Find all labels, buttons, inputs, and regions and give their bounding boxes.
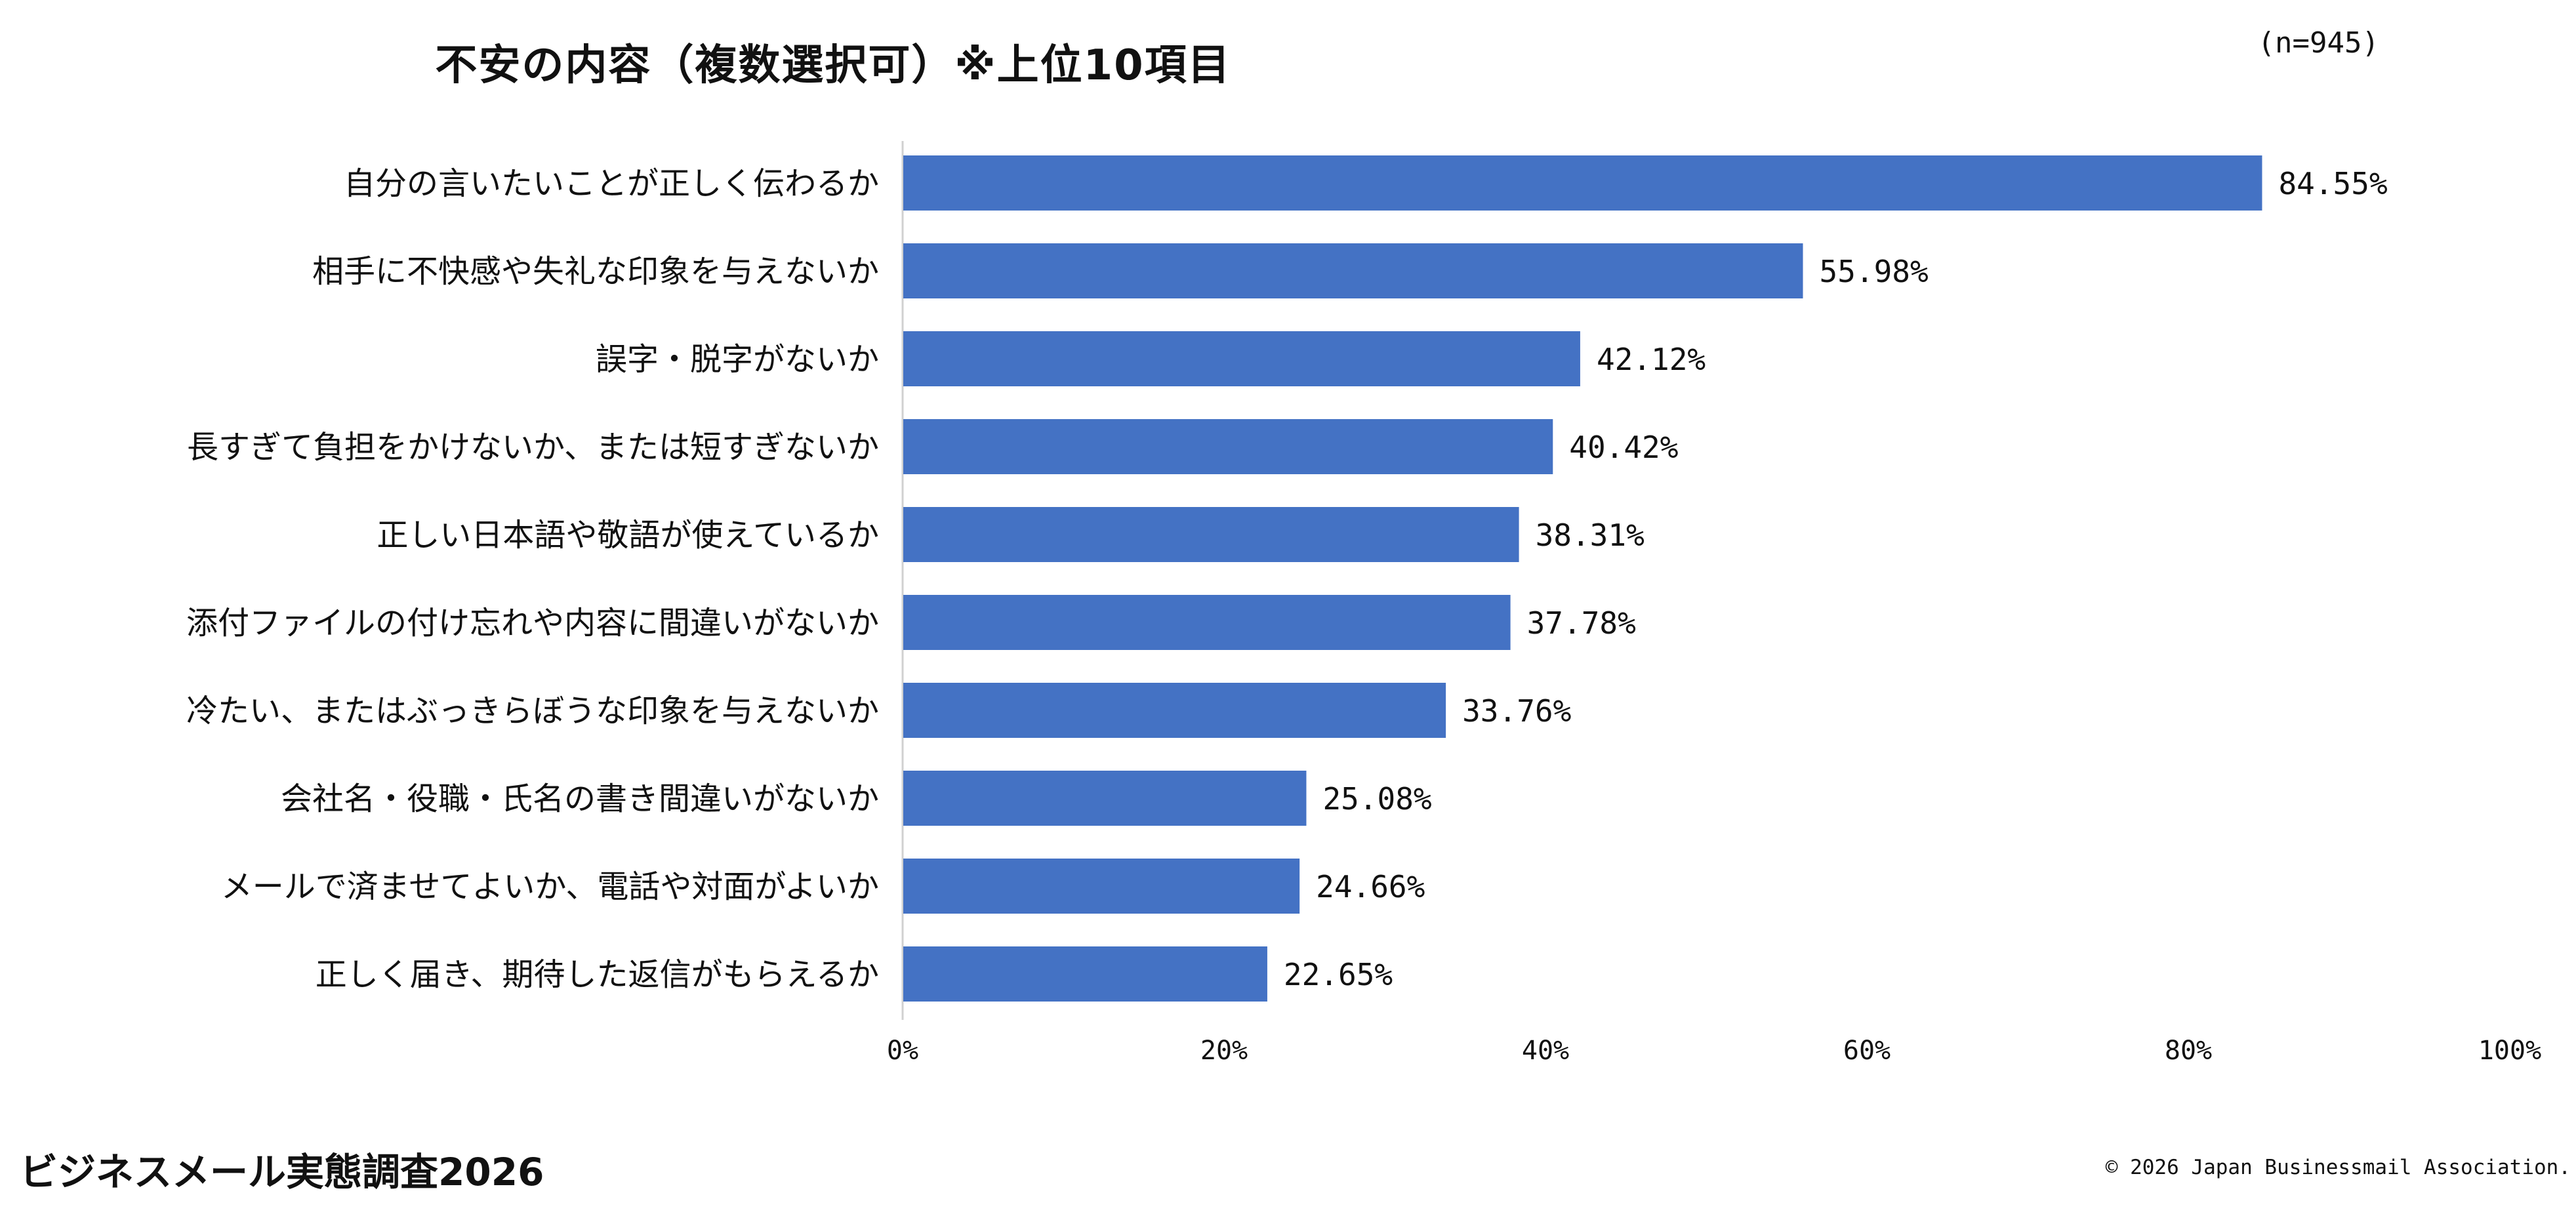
value-label: 37.78%: [1527, 605, 1636, 641]
x-tick-label: 60%: [1843, 1036, 1891, 1066]
category-label: 添付ファイルの付け忘れや内容に間違いがないか: [186, 605, 879, 641]
bar: [903, 859, 1300, 914]
bar: [903, 419, 1553, 474]
value-label: 38.31%: [1536, 517, 1645, 553]
value-label: 22.65%: [1284, 957, 1393, 992]
category-label: 相手に不快感や失礼な印象を与えないか: [312, 253, 879, 290]
category-label: 正しい日本語や敬語が使えているか: [377, 517, 879, 554]
category-label: 冷たい、またはぶっきらぼうな印象を与えないか: [186, 693, 879, 729]
bar: [903, 507, 1519, 562]
bar-chart: 0% 20% 40% 60% 80% 100% 自分の言いたいことが正しく伝わるか 84.5…: [186, 141, 2541, 1066]
x-tick-label: 100%: [2478, 1036, 2541, 1066]
value-label: 42.12%: [1597, 342, 1706, 377]
bar: [903, 155, 2262, 211]
category-label: 誤字・脱字がないか: [596, 341, 879, 378]
bar: [903, 331, 1580, 386]
value-label: 25.08%: [1322, 781, 1431, 817]
chart-title: 不安の内容（複数選択可）※上位10項目: [435, 41, 1231, 90]
category-label: 正しく届き、期待した返信がもらえるか: [316, 956, 879, 993]
bar: [903, 243, 1803, 298]
bar: [903, 771, 1307, 826]
x-tick-label: 20%: [1200, 1036, 1248, 1066]
value-label: 40.42%: [1569, 430, 1678, 465]
category-label: 長すぎて負担をかけないか、または短すぎないか: [187, 429, 879, 466]
value-label: 55.98%: [1820, 254, 1929, 289]
bar: [903, 595, 1511, 650]
category-label: メールで済ませてよいか、電話や対面がよいか: [221, 868, 879, 905]
category-label: 会社名・役職・氏名の書き間違いがないか: [281, 780, 879, 817]
x-tick-label: 80%: [2165, 1036, 2212, 1066]
value-label: 84.55%: [2278, 166, 2387, 201]
sample-size-label: (n=945): [2257, 26, 2379, 60]
value-label: 33.76%: [1462, 693, 1571, 729]
bar: [903, 946, 1267, 1002]
x-tick-label: 40%: [1522, 1036, 1569, 1066]
category-label: 自分の言いたいことが正しく伝わるか: [344, 165, 879, 202]
x-tick-label: 0%: [887, 1036, 918, 1066]
copyright-notice: © 2026 Japan Businessmail Association.: [2105, 1156, 2571, 1179]
bar: [903, 683, 1446, 738]
value-label: 24.66%: [1316, 869, 1425, 904]
survey-name: ビジネスメール実態調査2026: [20, 1150, 544, 1194]
